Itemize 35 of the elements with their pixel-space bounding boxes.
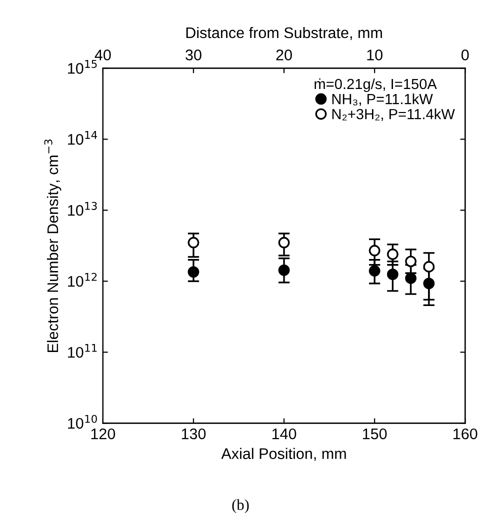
- point: [423, 278, 435, 290]
- point: [423, 261, 435, 272]
- point: [386, 248, 398, 260]
- x2-tick-label: 20: [276, 50, 292, 60]
- x2-tick-label: 40: [94, 50, 111, 60]
- text: (b): [232, 499, 249, 514]
- legend-label: N₂+3H₂, P=11.4kW: [332, 108, 455, 121]
- point: [386, 268, 398, 280]
- point: [188, 236, 200, 248]
- y-tick-label: 10$^{10}$: [68, 414, 97, 429]
- x-tick-label: 140: [272, 428, 296, 440]
- y-tick-label: 10$^{14}$: [68, 131, 98, 145]
- x2-tick-label: 0: [461, 50, 469, 60]
- y-tick-label: 10$^{12}$: [68, 272, 97, 287]
- point: [368, 244, 380, 256]
- point: [368, 265, 380, 277]
- point: [188, 266, 200, 278]
- x2-tick-label: 10: [367, 50, 382, 60]
- y-tick-label: 10$^{13}$: [68, 202, 97, 216]
- x2-tick-label: 30: [186, 50, 202, 60]
- x-tick-label: 150: [363, 428, 387, 440]
- y-tick-label: 10$^{11}$: [68, 344, 97, 358]
- x-tick-label: 130: [182, 428, 206, 440]
- point: [405, 272, 416, 284]
- x-axis-title: Axial Position, mm: [221, 448, 346, 461]
- x2-axis-title: Distance from Substrate, mm: [186, 26, 382, 40]
- point: [278, 236, 290, 248]
- point: [278, 264, 290, 276]
- x-tick-label: 120: [91, 428, 116, 440]
- legend-title: ṁ=0.21g/s, I=150A: [314, 78, 437, 92]
- x-tick-label: 160: [454, 428, 478, 440]
- y-tick-label: 10$^{15}$: [68, 60, 97, 74]
- point: [405, 256, 416, 268]
- y-axis-title: Electron Number Density, cm$^{−3}$: [44, 140, 62, 352]
- legend-label: NH₃, P=11.1kW: [332, 94, 433, 106]
